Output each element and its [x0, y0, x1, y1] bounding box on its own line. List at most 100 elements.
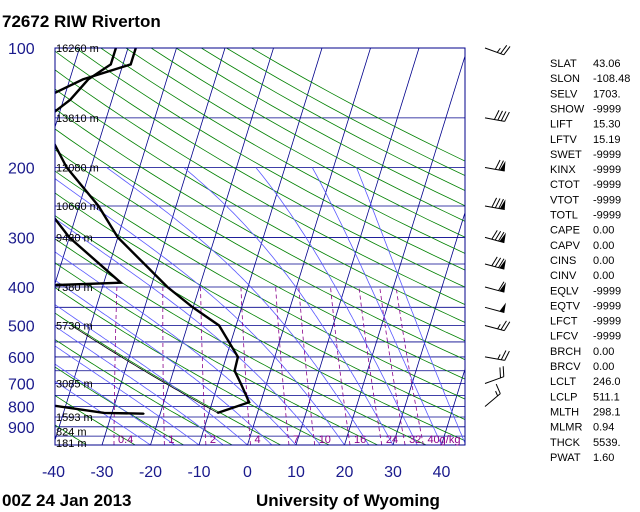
isotherm	[101, 48, 226, 445]
mixing-ratio-line	[358, 286, 383, 445]
index-value: 0.00	[593, 270, 614, 282]
dry-adiabat	[55, 287, 330, 445]
moist-adiabat	[356, 167, 465, 445]
wind-barb	[484, 197, 506, 210]
sounding-profiles	[1, 48, 251, 415]
barb-staff	[484, 167, 505, 172]
temperature-tick-label: 30	[384, 464, 402, 481]
index-value: -9999	[593, 194, 621, 206]
temperature-line	[55, 48, 251, 415]
index-label: SHOW	[550, 103, 585, 115]
mixing-ratio-label: 16	[354, 434, 366, 446]
index-value: 5539.	[593, 437, 621, 449]
dry-adiabat	[55, 128, 465, 361]
barb-full	[494, 230, 502, 241]
index-label: EQLV	[550, 285, 579, 297]
dry-adiabat	[125, 48, 465, 238]
temperature-point	[46, 117, 48, 119]
wind-barb	[484, 320, 511, 332]
isotherm	[392, 211, 465, 445]
barb-staff	[484, 205, 505, 210]
moist-adiabat	[183, 167, 394, 445]
mixing-ratio-line	[113, 286, 118, 445]
isotherm	[295, 48, 420, 445]
mixing-ratio-label: 0.4	[118, 434, 133, 446]
temperature-point	[51, 139, 53, 141]
mixing-ratio-label: 24	[386, 434, 398, 446]
dewpoint-point	[119, 281, 122, 284]
mixing-ratio-label: 7	[293, 434, 299, 446]
mixing-ratio-line	[395, 286, 424, 445]
temperature-point	[97, 205, 100, 207]
dry-adiabat	[55, 88, 465, 323]
temperature-tick-labels: -40 -30 -20 -10 0 10 20 30 40	[42, 464, 451, 481]
dry-adiabat	[55, 262, 378, 445]
barb-full	[498, 231, 505, 242]
index-value: 0.00	[593, 225, 614, 237]
barb-pennant	[499, 160, 506, 171]
moist-adiabat	[55, 304, 248, 445]
dewpoint-point	[103, 412, 106, 414]
mixing-ratio-line	[200, 286, 207, 445]
index-label: SWET	[550, 149, 582, 161]
barb-full	[500, 350, 507, 361]
temperature-point	[218, 324, 221, 327]
temperature-point	[233, 369, 236, 372]
barb-half	[497, 354, 501, 360]
barb-full	[497, 110, 503, 121]
index-label: SELV	[550, 88, 578, 100]
index-value: -9999	[593, 210, 621, 222]
dry-adiabat	[55, 394, 136, 445]
barb-full	[494, 159, 501, 170]
moist-adiabat	[55, 363, 176, 445]
index-label: SLON	[550, 73, 580, 85]
index-label: CINS	[550, 255, 576, 267]
mixing-ratio-line	[162, 286, 165, 445]
pressure-tick-label: 300	[8, 230, 35, 247]
barb-full	[500, 111, 507, 121]
height-label: 181 m	[56, 438, 87, 450]
temperature-tick-label: -30	[90, 464, 113, 481]
dry-adiabat	[55, 108, 465, 342]
temperature-point	[248, 401, 251, 404]
temperature-tick-label: 40	[433, 464, 451, 481]
pressure-tick-label: 500	[8, 318, 35, 335]
wind-barb	[484, 366, 505, 384]
temperature-point	[109, 63, 112, 66]
dry-adiabat	[55, 215, 465, 442]
index-label: CAPV	[550, 240, 581, 252]
index-value: 511.1	[593, 391, 620, 403]
index-value: -9999	[593, 164, 621, 176]
wind-barb	[484, 110, 510, 122]
wind-barb	[484, 281, 506, 293]
mixing-ratio-label: 32	[409, 434, 421, 446]
barb-pennant	[499, 259, 506, 270]
index-value: 15.30	[593, 119, 621, 131]
index-label: PWAT	[550, 452, 581, 464]
temperature-point	[235, 405, 238, 408]
index-value: 1.60	[593, 452, 614, 464]
dewpoint-point	[1, 383, 3, 385]
temperature-tick-label: -40	[42, 464, 65, 481]
height-label: 13810 m	[56, 113, 99, 125]
index-value: 0.00	[593, 346, 614, 358]
index-value: 43.06	[593, 58, 621, 70]
index-value: -9999	[593, 149, 621, 161]
dewpoint-point	[44, 205, 46, 207]
index-label: THCK	[550, 437, 581, 449]
barb-full	[503, 321, 511, 331]
pressure-tick-label: 700	[8, 377, 35, 394]
index-label: LCLP	[550, 391, 578, 403]
temperature-point	[191, 306, 194, 309]
index-label: BRCV	[550, 361, 581, 373]
dewpoint-point	[28, 139, 30, 141]
barb-full	[500, 320, 507, 331]
isotherm	[344, 54, 465, 445]
barb-full	[493, 110, 500, 120]
index-label: MLTH	[550, 406, 579, 418]
height-label: 5730 m	[56, 320, 93, 332]
index-value: -9999	[593, 103, 621, 115]
dry-adiabat	[55, 366, 184, 445]
pressure-tick-label: 900	[8, 420, 35, 437]
index-value: -9999	[593, 300, 621, 312]
